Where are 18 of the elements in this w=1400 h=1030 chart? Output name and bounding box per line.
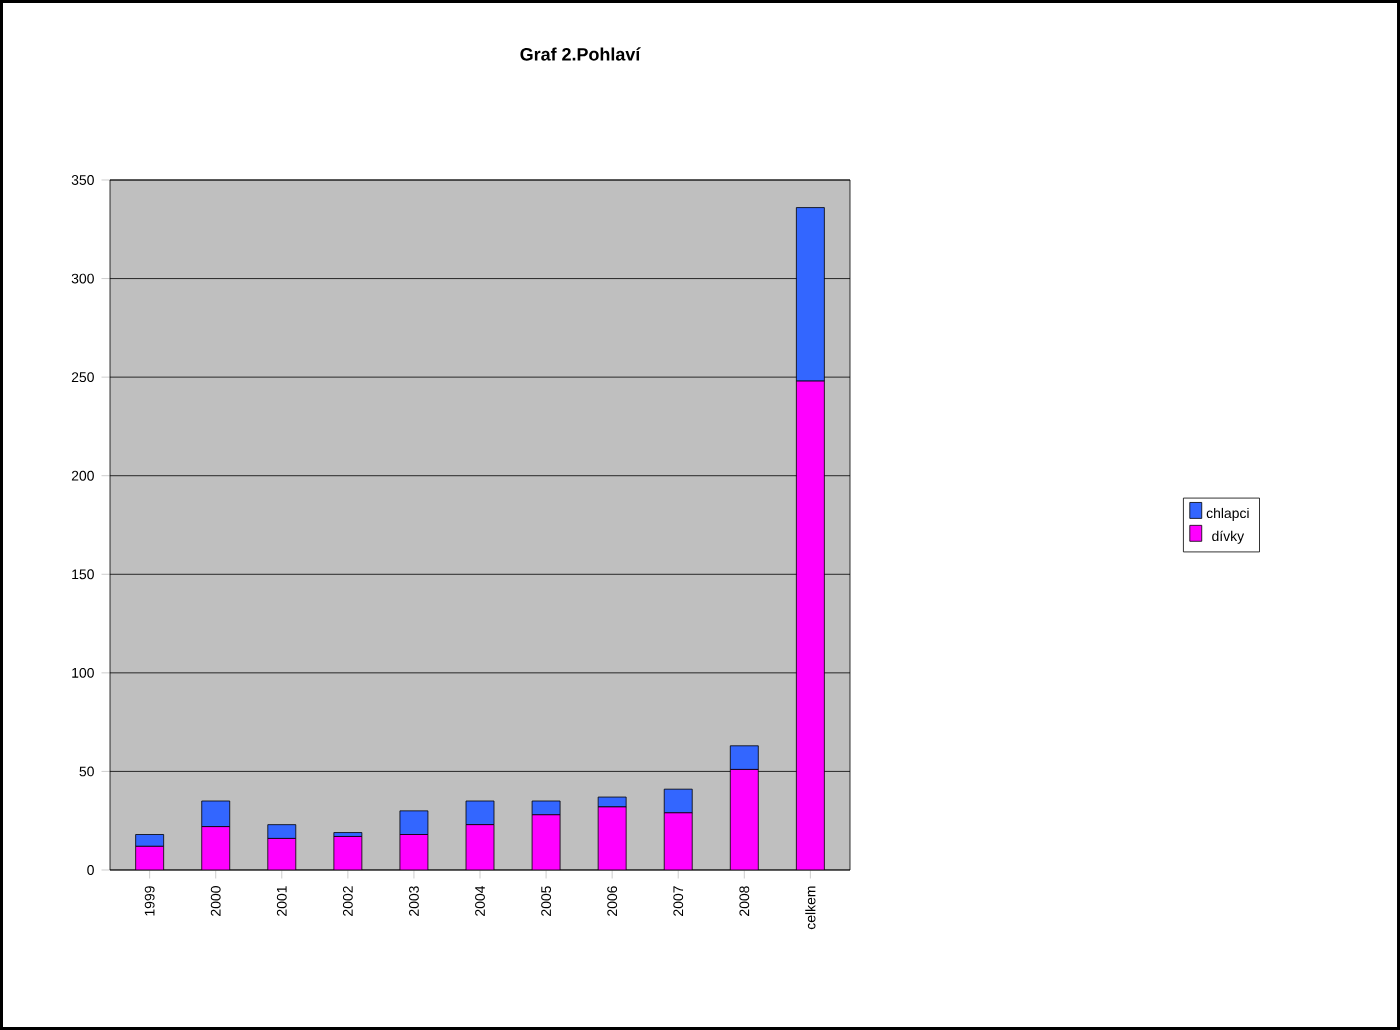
chart-title: Graf 2.Pohlaví xyxy=(520,47,641,61)
bar xyxy=(597,806,627,870)
bar xyxy=(729,769,759,870)
bar xyxy=(663,788,693,814)
bar xyxy=(267,824,297,839)
bar xyxy=(465,824,495,870)
bar xyxy=(531,800,561,816)
bar xyxy=(795,380,825,870)
bar xyxy=(531,814,561,870)
bar xyxy=(267,838,297,870)
bar xyxy=(201,800,231,828)
bar xyxy=(663,812,693,870)
bar xyxy=(597,796,627,808)
bar xyxy=(135,846,164,870)
bar xyxy=(729,745,759,770)
bar xyxy=(465,800,495,826)
bar xyxy=(201,826,231,870)
bar xyxy=(399,810,429,835)
